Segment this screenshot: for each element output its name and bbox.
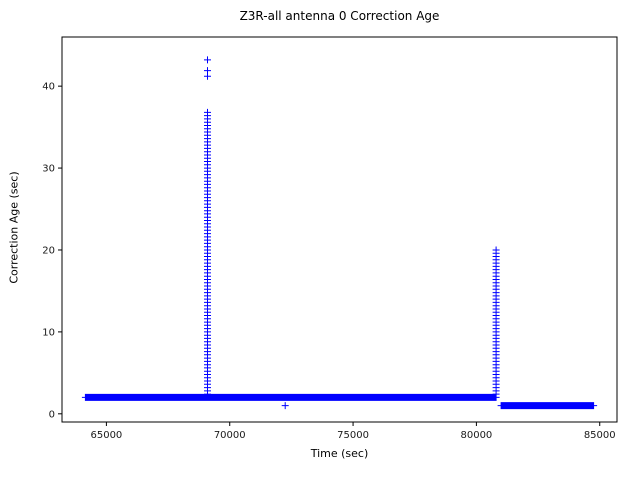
y-axis-label: Correction Age (sec)	[7, 171, 21, 284]
svg-text:40: 40	[42, 82, 55, 93]
svg-text:20: 20	[42, 245, 55, 256]
svg-text:10: 10	[42, 327, 55, 338]
svg-text:65000: 65000	[90, 430, 122, 441]
svg-text:70000: 70000	[214, 430, 246, 441]
x-axis-label: Time (sec)	[310, 447, 369, 460]
svg-text:30: 30	[42, 164, 55, 175]
svg-text:0: 0	[49, 409, 55, 420]
svg-text:80000: 80000	[460, 430, 492, 441]
chart-title: Z3R-all antenna 0 Correction Age	[239, 9, 440, 23]
svg-text:85000: 85000	[584, 430, 616, 441]
svg-text:75000: 75000	[337, 430, 369, 441]
